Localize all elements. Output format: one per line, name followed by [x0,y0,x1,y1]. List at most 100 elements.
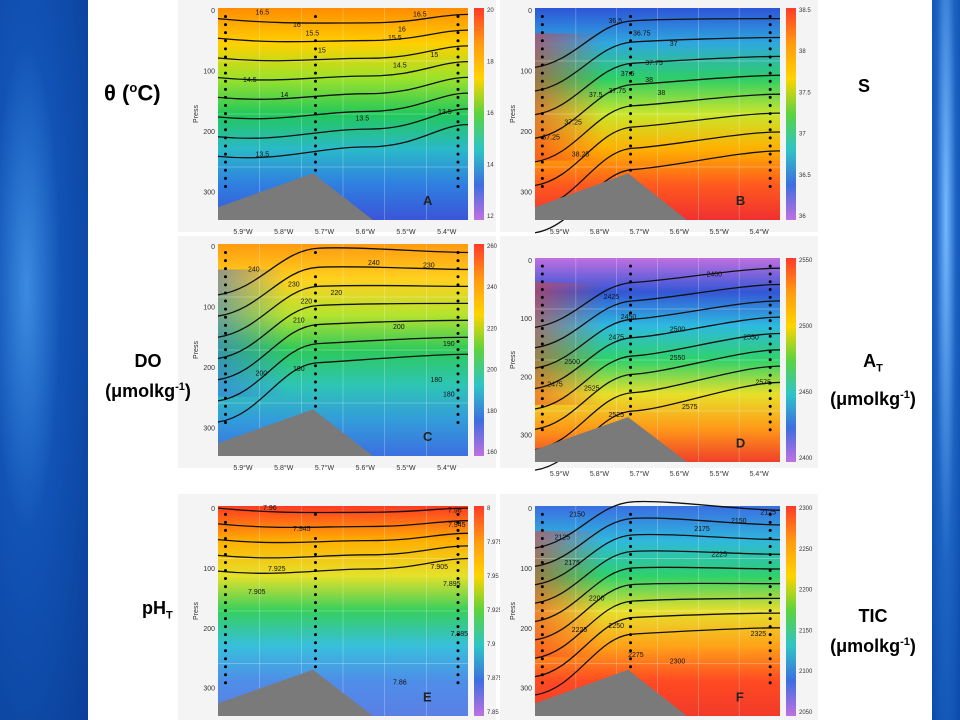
contour-line [534,74,781,139]
sample-point [629,381,633,385]
colorbar-tick: 2250 [799,547,813,553]
sample-point [224,585,227,589]
sample-point [768,665,772,669]
sample-point [224,275,227,279]
sample-point [629,71,633,75]
heatmap-shade [218,269,468,397]
sample-point [540,63,544,67]
sample-point [456,259,460,263]
sample-point [540,95,544,99]
sample-point [629,397,633,401]
sample-point [314,71,317,75]
sample-point [768,412,772,416]
sample-point [629,128,633,132]
sample-point [629,55,633,59]
contour-label: 37.25 [542,134,560,141]
theta-label: θ (oC) [104,80,161,106]
x-tick-label: 5.9°W [550,470,570,478]
sample-point [314,552,317,556]
colorbar-tick: 7.925 [487,608,503,614]
contour-label: 200 [393,324,405,331]
sample-point [456,79,460,83]
colorbar-tick: 36.5 [799,173,811,179]
sample-point [629,544,633,548]
sample-point [768,428,772,432]
sample-point [456,528,460,532]
sample-point [768,601,772,605]
sample-point [768,55,772,59]
x-tick-label: 5.4°W [750,470,770,478]
x-tick-label: 5.4°W [750,228,770,236]
y-axis-label: Press [510,105,517,123]
sample-point [456,63,460,67]
x-tick-label: 5.6°W [670,228,690,236]
sample-point [456,544,460,548]
x-tick-label: 5.5°W [710,470,730,478]
sample-point [768,272,772,276]
sample-point [224,641,227,645]
contour-label: 2325 [751,631,767,638]
sample-point [768,397,772,401]
sample-point [224,552,227,556]
contour-line [534,533,781,586]
sample-point [629,31,633,35]
sample-point [629,528,633,532]
sample-point [540,381,544,385]
contour-line [534,112,781,187]
sample-point [768,303,772,307]
sample-point [314,152,317,156]
sample-point [456,152,460,156]
colorbar-tick: 8 [487,506,491,512]
sample-point [629,625,633,629]
sample-point [768,569,772,573]
contour-label: 15 [318,48,326,55]
sample-point [540,160,544,164]
sample-point [224,144,227,148]
sample-point [540,47,544,51]
y-tick-label: 200 [203,365,215,372]
contour-line [534,517,781,568]
sample-point [540,577,544,581]
sample-point [314,641,317,645]
sample-point [456,625,460,629]
sample-point [540,365,544,369]
sample-point [768,47,772,51]
contour-label: 2150 [569,512,585,519]
sample-point [540,552,544,556]
x-tick-label: 5.7°W [315,228,335,236]
sample-point [314,356,317,360]
y-tick-label: 0 [528,506,532,513]
colorbar-tick: 260 [487,244,498,250]
sample-point [224,536,227,540]
sample-point [768,365,772,369]
colorbar-tick: 2550 [799,258,813,264]
sample-point [629,47,633,51]
sample-point [768,552,772,556]
contour-line [534,93,781,163]
sample-point [456,348,460,352]
sample-point [768,633,772,637]
x-tick-label: 5.6°W [356,228,376,236]
sample-point [314,665,317,669]
sample-point [629,389,633,393]
seafloor [218,173,373,220]
sample-point [629,657,633,661]
sample-point [629,288,633,292]
sample-point [456,120,460,124]
contour-label: 7.895 [443,581,461,588]
y-tick-label: 200 [520,129,532,136]
contour-line [534,36,781,92]
sample-point [629,160,633,164]
sample-point [629,593,633,597]
sample-point [314,291,317,295]
sample-point [314,250,317,254]
sample-point [540,536,544,540]
sample-point [224,168,227,172]
x-tick-label: 5.6°W [356,464,376,472]
sample-point [456,87,460,91]
sample-point [224,307,227,311]
x-tick-label: 5.8°W [590,228,610,236]
sample-point [314,544,317,548]
y-tick-label: 100 [203,305,215,312]
sample-point [540,673,544,677]
